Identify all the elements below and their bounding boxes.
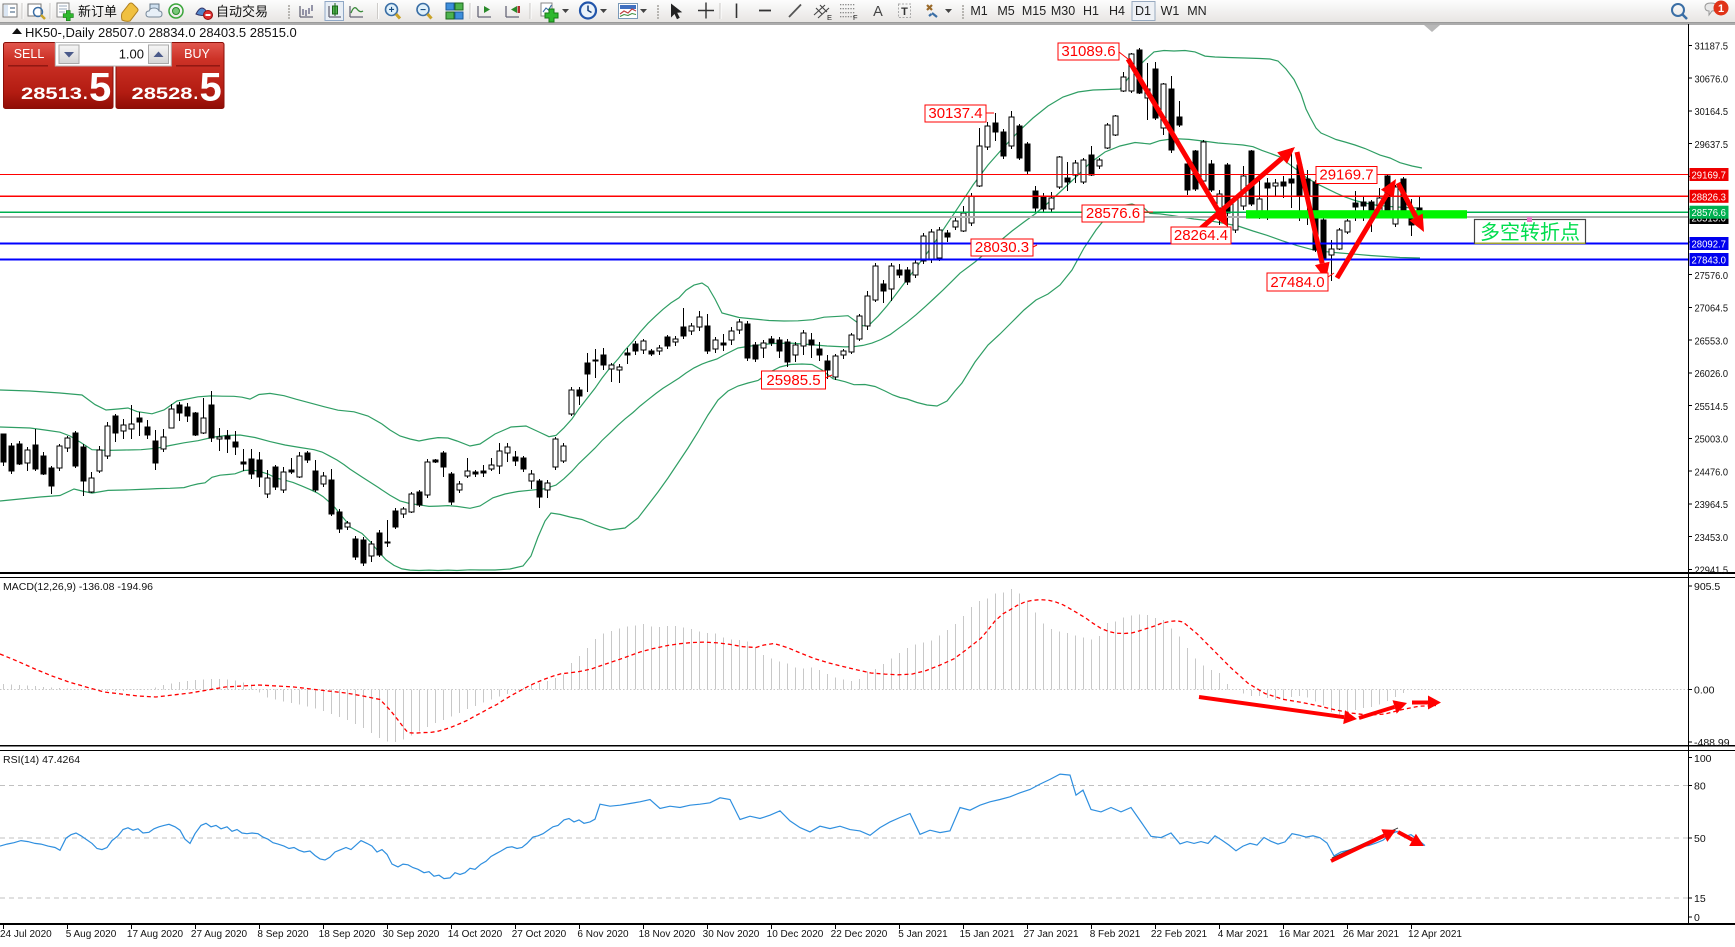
- svg-text:27 Aug 2020: 27 Aug 2020: [191, 929, 248, 940]
- svg-text:15 Jan 2021: 15 Jan 2021: [959, 929, 1014, 940]
- svg-text:F: F: [853, 13, 858, 22]
- svg-text:29169.7: 29169.7: [1319, 167, 1373, 184]
- svg-text:6 Nov 2020: 6 Nov 2020: [577, 929, 629, 940]
- svg-text:M1: M1: [970, 4, 987, 18]
- svg-text:80: 80: [1694, 781, 1706, 793]
- svg-text:31187.5: 31187.5: [1695, 41, 1729, 53]
- svg-text:25514.5: 25514.5: [1695, 401, 1729, 413]
- svg-text:18 Sep 2020: 18 Sep 2020: [319, 929, 376, 940]
- svg-text:5: 5: [89, 66, 111, 110]
- svg-text:5: 5: [200, 66, 222, 110]
- svg-text:26 Mar 2021: 26 Mar 2021: [1343, 929, 1400, 940]
- svg-text:1: 1: [1718, 3, 1724, 15]
- svg-text:.: .: [194, 85, 199, 103]
- svg-text:22941.5: 22941.5: [1695, 565, 1729, 577]
- svg-text:25003.0: 25003.0: [1695, 434, 1729, 446]
- svg-text:BUY: BUY: [184, 47, 210, 61]
- svg-text:MN: MN: [1187, 4, 1206, 18]
- svg-text:25985.5: 25985.5: [766, 372, 820, 389]
- svg-text:5 Jan 2021: 5 Jan 2021: [898, 929, 948, 940]
- svg-text:50: 50: [1694, 833, 1706, 845]
- svg-text:28513: 28513: [21, 85, 82, 103]
- svg-text:E: E: [827, 13, 832, 22]
- svg-text:29637.5: 29637.5: [1695, 139, 1729, 151]
- svg-text:12 Apr 2021: 12 Apr 2021: [1408, 929, 1462, 940]
- svg-text:1.00: 1.00: [119, 47, 144, 62]
- svg-text:自动交易: 自动交易: [216, 4, 268, 19]
- svg-text:15: 15: [1694, 893, 1706, 905]
- svg-text:26026.0: 26026.0: [1695, 368, 1729, 380]
- svg-text:RSI(14) 47.4264: RSI(14) 47.4264: [3, 754, 80, 766]
- svg-text:14 Oct 2020: 14 Oct 2020: [448, 929, 503, 940]
- svg-text:W1: W1: [1161, 4, 1180, 18]
- svg-text:M15: M15: [1022, 4, 1046, 18]
- svg-text:28092.7: 28092.7: [1692, 239, 1727, 251]
- svg-text:28264.4: 28264.4: [1174, 227, 1228, 244]
- svg-text:−: −: [420, 5, 426, 16]
- svg-text:28528: 28528: [132, 85, 193, 103]
- svg-text:28826.3: 28826.3: [1692, 191, 1727, 203]
- svg-text:0: 0: [1694, 912, 1700, 924]
- svg-text:新订单: 新订单: [78, 4, 117, 19]
- svg-text:27843.0: 27843.0: [1692, 255, 1727, 267]
- svg-text:H4: H4: [1109, 4, 1125, 18]
- svg-text:18 Nov 2020: 18 Nov 2020: [639, 929, 696, 940]
- svg-text:24 Jul 2020: 24 Jul 2020: [0, 929, 52, 940]
- svg-text:28030.3: 28030.3: [975, 239, 1029, 256]
- svg-text:8 Sep 2020: 8 Sep 2020: [257, 929, 309, 940]
- svg-text:22 Feb 2021: 22 Feb 2021: [1151, 929, 1208, 940]
- svg-text:+: +: [389, 5, 395, 16]
- svg-text:27 Oct 2020: 27 Oct 2020: [512, 929, 567, 940]
- svg-text:30676.0: 30676.0: [1695, 73, 1729, 85]
- svg-text:905.5: 905.5: [1694, 581, 1720, 593]
- svg-text:T: T: [901, 6, 908, 18]
- svg-text:H1: H1: [1083, 4, 1099, 18]
- svg-text:24476.0: 24476.0: [1695, 466, 1729, 478]
- svg-text:5 Aug 2020: 5 Aug 2020: [66, 929, 117, 940]
- svg-text:23964.5: 23964.5: [1695, 499, 1729, 511]
- svg-text:22 Dec 2020: 22 Dec 2020: [831, 929, 888, 940]
- svg-text:26553.0: 26553.0: [1695, 335, 1729, 347]
- svg-text:100: 100: [1694, 753, 1712, 765]
- svg-text:.: .: [83, 85, 88, 103]
- svg-text:A: A: [873, 4, 883, 20]
- svg-text:4 Mar 2021: 4 Mar 2021: [1218, 929, 1269, 940]
- svg-text:10 Dec 2020: 10 Dec 2020: [767, 929, 824, 940]
- svg-text:HK50-,Daily 28507.0 28834.0 2: HK50-,Daily 28507.0 28834.0 28403.5 2851…: [25, 25, 297, 40]
- svg-text:28576.6: 28576.6: [1692, 207, 1727, 219]
- svg-text:16 Mar 2021: 16 Mar 2021: [1279, 929, 1336, 940]
- svg-text:29169.7: 29169.7: [1692, 170, 1727, 182]
- svg-text:30 Sep 2020: 30 Sep 2020: [383, 929, 440, 940]
- svg-text:D1: D1: [1135, 4, 1151, 18]
- svg-text:28576.6: 28576.6: [1086, 205, 1140, 222]
- svg-text:M5: M5: [997, 4, 1014, 18]
- svg-text:0.00: 0.00: [1694, 685, 1715, 697]
- svg-text:8 Feb 2021: 8 Feb 2021: [1090, 929, 1141, 940]
- svg-text:SELL: SELL: [14, 47, 45, 61]
- svg-text:多空转折点: 多空转折点: [1480, 221, 1580, 244]
- svg-text:27576.0: 27576.0: [1695, 270, 1729, 282]
- svg-text:30 Nov 2020: 30 Nov 2020: [703, 929, 760, 940]
- svg-text:M30: M30: [1051, 4, 1075, 18]
- svg-text:27484.0: 27484.0: [1270, 274, 1324, 291]
- svg-text:MACD(12,26,9) -136.08 -194.96: MACD(12,26,9) -136.08 -194.96: [3, 581, 153, 593]
- svg-text:31089.6: 31089.6: [1061, 43, 1115, 60]
- svg-text:23453.0: 23453.0: [1695, 532, 1729, 544]
- svg-text:17 Aug 2020: 17 Aug 2020: [127, 929, 184, 940]
- svg-text:-488.99: -488.99: [1694, 737, 1730, 749]
- svg-text:30164.5: 30164.5: [1695, 106, 1729, 118]
- svg-text:27064.5: 27064.5: [1695, 303, 1729, 315]
- svg-text:30137.4: 30137.4: [928, 105, 982, 122]
- svg-text:27 Jan 2021: 27 Jan 2021: [1023, 929, 1078, 940]
